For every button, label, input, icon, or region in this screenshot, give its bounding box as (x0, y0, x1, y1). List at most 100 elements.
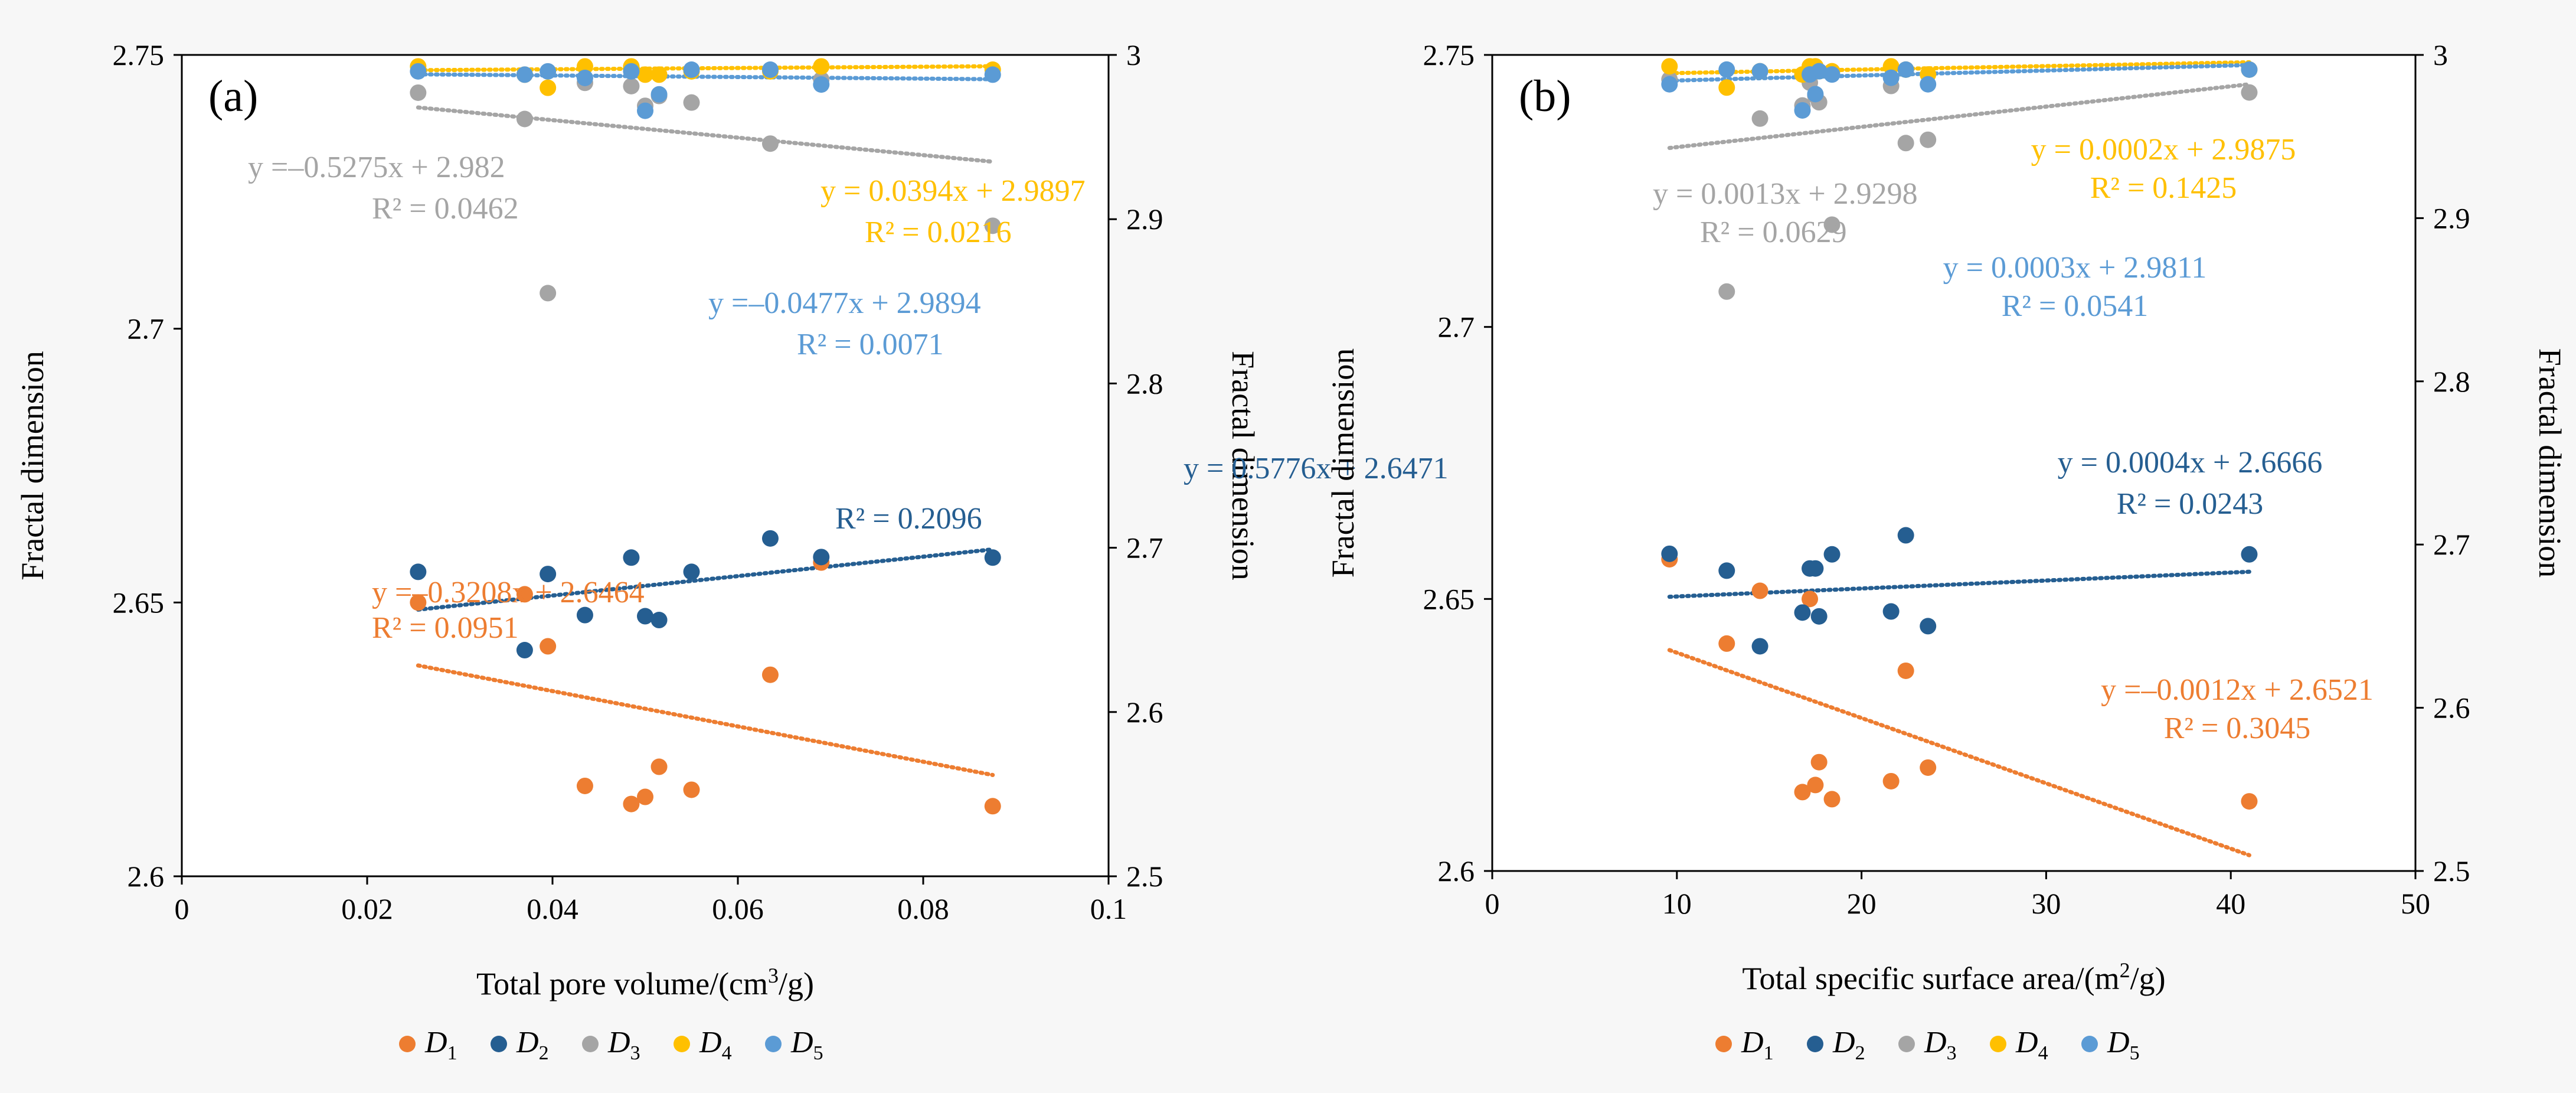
legend-label: D1 (424, 1026, 457, 1064)
trendline-d5 (1667, 63, 2251, 83)
x-tick-label: 0.04 (527, 892, 578, 925)
point-d2 (1920, 618, 1937, 635)
point-d2 (1823, 546, 1841, 563)
r2-d5: R² = 0.0071 (797, 328, 944, 361)
point-d3 (984, 217, 1001, 234)
point-d3 (1751, 110, 1768, 127)
y2-axis-title: Fractal dimension (2532, 348, 2568, 578)
point-d5 (650, 86, 668, 103)
point-d2 (1807, 560, 1824, 577)
trendline-d1 (416, 663, 995, 777)
x-axis-title: Total specific surface area/(m2/g) (1742, 958, 2165, 996)
legend-marker (491, 1036, 507, 1052)
point-d4 (637, 66, 653, 83)
point-d1 (984, 798, 1001, 815)
point-d1 (683, 781, 700, 798)
point-d2 (516, 642, 533, 659)
point-d2 (576, 606, 593, 624)
trendline-d1 (1667, 648, 2251, 857)
y-tick-label: 2.75 (1423, 38, 1475, 71)
point-d2 (1661, 545, 1678, 562)
point-d2 (2241, 546, 2258, 563)
panel-label: (b) (1519, 71, 1571, 121)
point-d1 (410, 594, 427, 611)
trendline-d3 (416, 105, 995, 164)
point-d5 (1751, 63, 1768, 80)
x-tick-label: 20 (1847, 887, 1877, 920)
point-d5 (1807, 86, 1824, 103)
point-d2 (637, 608, 653, 625)
r2-d2: R² = 0.0243 (2117, 487, 2264, 521)
y2-tick-label: 2.5 (2433, 854, 2470, 888)
point-d5 (410, 63, 427, 80)
x-tick-label: 0.02 (341, 892, 393, 925)
trendline-d3 (1667, 82, 2251, 151)
point-d2 (540, 566, 557, 583)
x-axis-title: Total pore volume/(cm3/g) (476, 964, 814, 1001)
equation-d5: y = 0.0003x + 2.9811 (1943, 251, 2207, 285)
equation-d3: y =–0.5275x + 2.982 (248, 151, 505, 184)
x-tick-label: 10 (1662, 887, 1692, 920)
legend-label: D2 (516, 1026, 549, 1064)
point-d1 (1882, 772, 1900, 789)
point-d5 (576, 69, 593, 86)
point-d3 (623, 77, 640, 94)
y2-tick-label: 2.6 (1126, 696, 1163, 729)
legend-marker (582, 1036, 599, 1052)
panel-label: (a) (208, 71, 258, 121)
point-d3 (1920, 131, 1937, 148)
y2-tick-label: 2.5 (1126, 860, 1163, 893)
point-d5 (516, 66, 533, 83)
x-tick-label: 30 (2031, 887, 2061, 920)
r2-d1: R² = 0.3045 (2164, 712, 2311, 745)
y2-tick-label: 2.7 (2433, 528, 2470, 561)
legend-marker (1990, 1036, 2006, 1052)
point-d1 (540, 638, 557, 655)
x-tick-label: 40 (2216, 887, 2245, 920)
y-tick-label: 2.65 (1423, 582, 1475, 615)
point-d1 (1802, 590, 1819, 608)
point-d2 (1751, 638, 1768, 655)
point-d5 (637, 102, 653, 119)
point-d3 (1897, 135, 1914, 152)
r2-d4: R² = 0.0216 (865, 216, 1012, 249)
r2-d5: R² = 0.0541 (2002, 289, 2149, 323)
point-d1 (1823, 791, 1841, 808)
point-d2 (1882, 603, 1900, 620)
point-d3 (540, 285, 557, 302)
point-d5 (984, 66, 1001, 83)
point-d1 (1794, 784, 1811, 801)
point-d5 (1661, 76, 1678, 93)
y2-tick-label: 2.8 (2433, 365, 2470, 398)
y-axis-title: Fractal dimension (15, 351, 50, 580)
point-d5 (1718, 61, 1735, 78)
point-d1 (761, 666, 779, 683)
point-d1 (1920, 759, 1937, 776)
x-tick-label: 0.08 (897, 892, 949, 925)
equation-d2: y = 0.0004x + 2.6666 (2058, 446, 2323, 479)
r2-d1: R² = 0.0951 (372, 611, 519, 645)
point-d1 (2241, 793, 2258, 810)
legend-label: D4 (2015, 1026, 2048, 1064)
point-d4 (650, 66, 668, 83)
y-tick-label: 2.6 (128, 860, 165, 893)
point-d1 (1897, 662, 1914, 679)
y-tick-label: 2.65 (113, 586, 165, 619)
y-tick-label: 2.7 (128, 312, 165, 345)
x-tick-label: 0 (1485, 887, 1500, 920)
point-d3 (2241, 84, 2258, 101)
legend-marker (2081, 1036, 2098, 1052)
point-d2 (650, 612, 668, 629)
equation-d1: y =–0.0012x + 2.6521 (2101, 673, 2374, 707)
point-d5 (2241, 61, 2258, 78)
y-tick-label: 2.7 (1438, 311, 1475, 344)
trendline-d5 (416, 72, 995, 81)
y2-tick-label: 3 (1126, 38, 1141, 71)
legend-label: D2 (1832, 1026, 1865, 1064)
legend-marker (1807, 1036, 1823, 1052)
point-d5 (540, 63, 557, 80)
panel-a: 0 0.02 0.04 0.06 0.08 0.1 2.6 2.65 2.7 2.75 2.5 2.6… (15, 38, 1449, 1064)
point-d3 (516, 110, 533, 128)
legend-marker (765, 1036, 782, 1052)
